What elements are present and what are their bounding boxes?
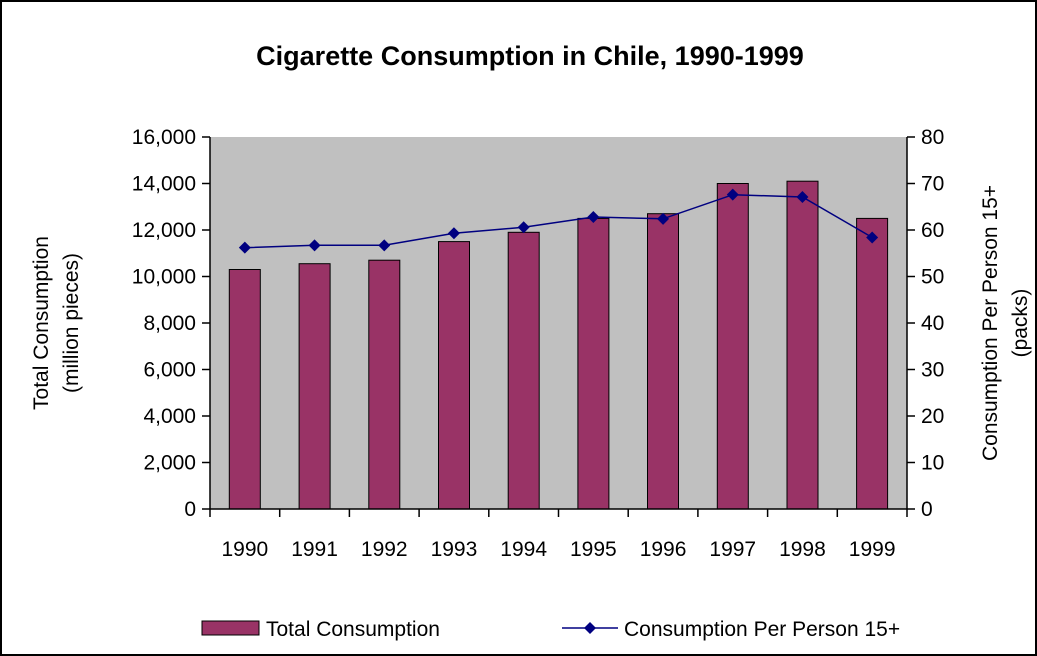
bar-1998 xyxy=(786,180,819,510)
bar-1994 xyxy=(507,231,540,510)
right-tick-label: 80 xyxy=(921,126,944,149)
left-tick-label: 12,000 xyxy=(132,219,196,242)
left-tick-label: 6,000 xyxy=(143,359,196,382)
bar-1993 xyxy=(438,241,470,510)
line-group xyxy=(238,188,879,254)
x-tick-label: 1999 xyxy=(849,538,896,561)
x-tick-label: 1997 xyxy=(709,538,756,561)
x-tick-label: 1992 xyxy=(361,538,408,561)
right-axis-title-line1: Consumption Per Person 15+ xyxy=(979,185,1002,461)
legend: Total Consumption Consumption Per Person… xyxy=(201,618,900,641)
legend-marker-per-person xyxy=(584,622,596,634)
legend-label-total-consumption: Total Consumption xyxy=(266,618,440,641)
right-tick-label: 60 xyxy=(921,219,944,242)
right-axis-ticks: 0 10 20 30 40 50 60 70 80 xyxy=(907,126,944,521)
right-tick-label: 40 xyxy=(921,312,944,335)
right-tick-label: 10 xyxy=(921,452,944,475)
right-tick-label: 50 xyxy=(921,266,944,289)
point-1994 xyxy=(517,221,530,234)
left-axis-title-line1: Total Consumption xyxy=(30,236,53,410)
right-tick-label: 70 xyxy=(921,173,944,196)
bar-1996 xyxy=(647,213,679,510)
left-tick-label: 2,000 xyxy=(143,452,196,475)
legend-label-per-person: Consumption Per Person 15+ xyxy=(624,618,900,641)
legend-swatch-total-consumption xyxy=(201,620,260,636)
left-axis-ticks: 0 2,000 4,000 6,000 8,000 10,000 12,000 14,000 1… xyxy=(132,126,210,521)
point-1991 xyxy=(308,239,321,252)
x-tick-label: 1990 xyxy=(221,538,268,561)
x-tick-label: 1995 xyxy=(570,538,617,561)
point-1996 xyxy=(657,212,670,225)
point-1999 xyxy=(866,231,879,244)
x-tick-label: 1991 xyxy=(291,538,338,561)
left-axis-title: Total Consumption (million pieces) xyxy=(30,236,83,410)
point-1992 xyxy=(378,239,391,252)
left-tick-label: 10,000 xyxy=(132,266,196,289)
right-tick-label: 30 xyxy=(921,359,944,382)
left-tick-label: 4,000 xyxy=(143,405,196,428)
left-tick-label: 8,000 xyxy=(143,312,196,335)
x-axis-ticks: 1990 1991 1992 1993 1994 1995 1996 1997 1998 1999 xyxy=(209,509,908,561)
right-axis-title: Consumption Per Person 15+ (packs) xyxy=(979,185,1032,461)
left-tick-label: 0 xyxy=(184,498,196,521)
x-tick-label: 1994 xyxy=(500,538,547,561)
chart-title: Cigarette Consumption in Chile, 1990-199… xyxy=(256,41,804,71)
right-axis-title-line2: (packs) xyxy=(1009,289,1032,358)
bar-1995 xyxy=(577,217,610,510)
left-tick-label: 16,000 xyxy=(132,126,196,149)
bar-1991 xyxy=(298,263,331,510)
point-1998 xyxy=(796,190,809,203)
bar-1990 xyxy=(228,269,261,510)
left-axis-title-line2: (million pieces) xyxy=(60,253,83,393)
point-1993 xyxy=(447,227,460,240)
right-tick-label: 20 xyxy=(921,405,944,428)
bar-1992 xyxy=(368,259,401,510)
bar-1999 xyxy=(856,217,889,510)
bars-group xyxy=(228,180,889,510)
point-1997 xyxy=(726,188,739,201)
x-tick-label: 1998 xyxy=(779,538,826,561)
right-tick-label: 0 xyxy=(921,498,933,521)
per-person-line xyxy=(244,193,873,249)
bar-1997 xyxy=(716,183,749,510)
point-1995 xyxy=(587,210,600,223)
left-tick-label: 14,000 xyxy=(132,173,196,196)
x-tick-label: 1996 xyxy=(640,538,687,561)
x-tick-label: 1993 xyxy=(431,538,478,561)
point-1990 xyxy=(238,241,251,254)
